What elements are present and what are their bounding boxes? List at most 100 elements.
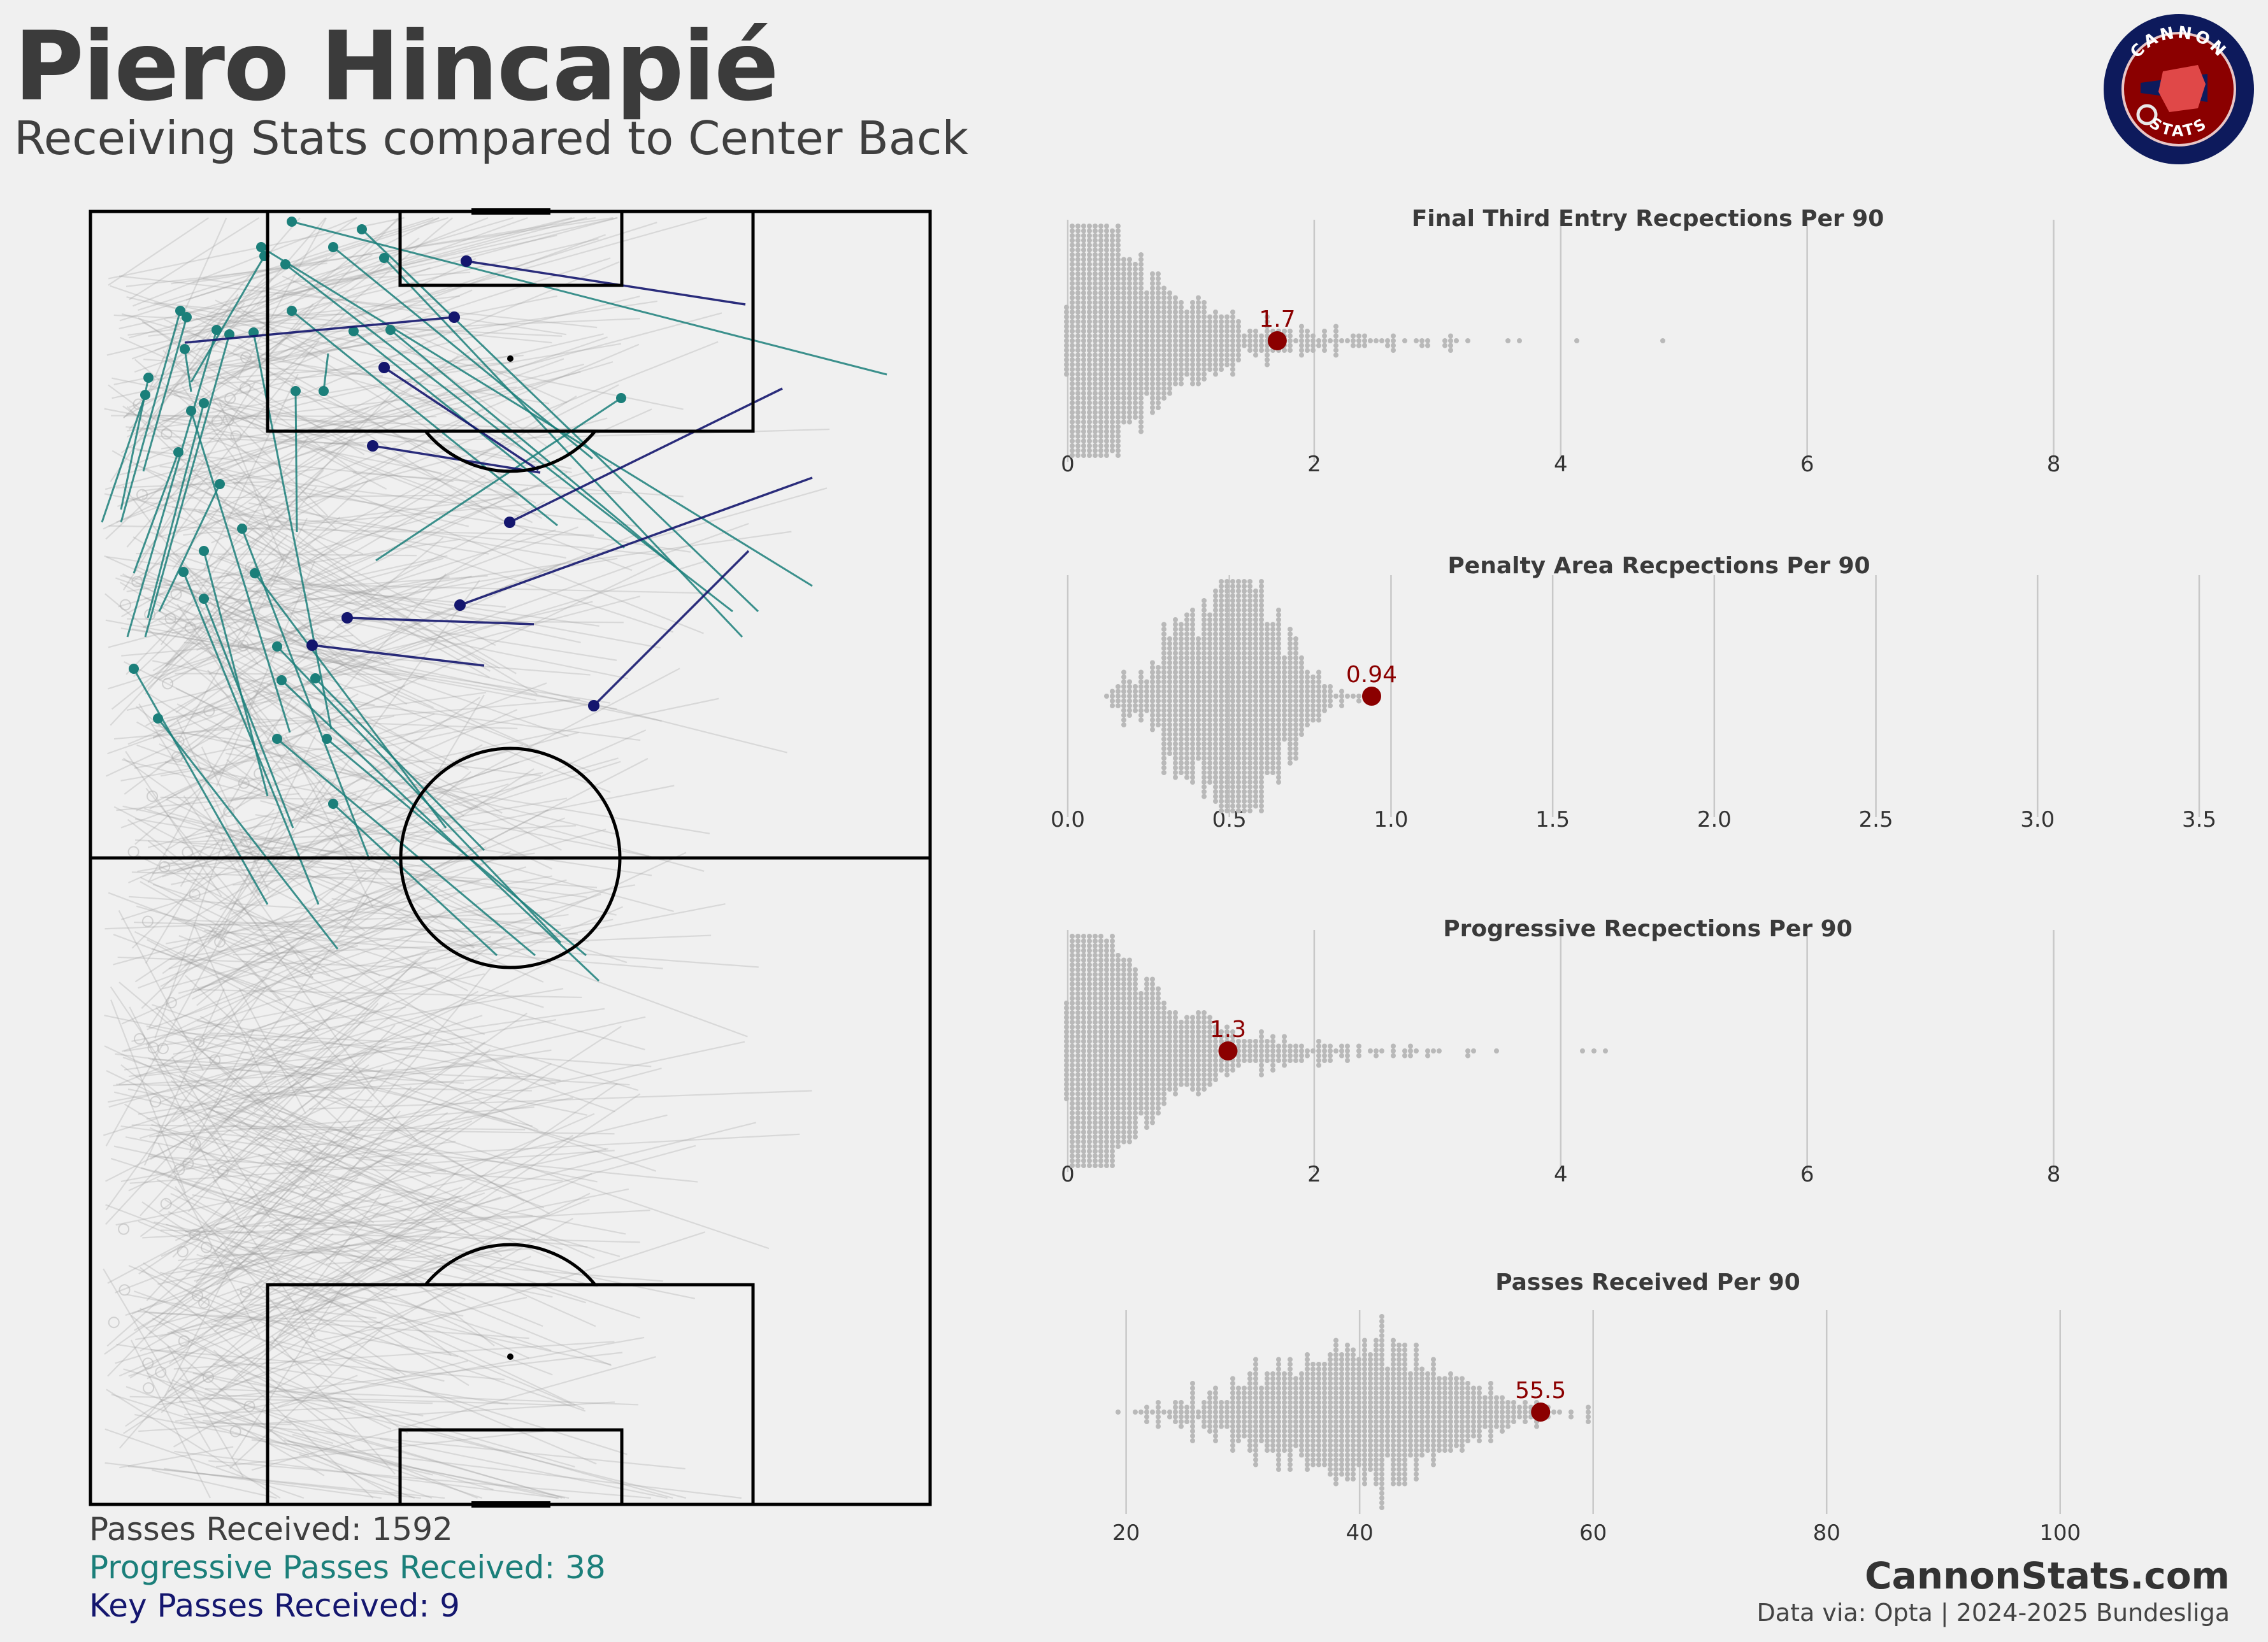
distribution-dot [1081, 991, 1086, 996]
distribution-dot [1121, 371, 1126, 377]
distribution-dot [1104, 1034, 1109, 1039]
distribution-dot [1110, 1082, 1115, 1087]
distribution-dot [1437, 1048, 1442, 1053]
distribution-dot [1127, 694, 1132, 699]
distribution-dot [1230, 694, 1235, 699]
distribution-dot [1121, 396, 1126, 401]
distribution-dot [1173, 722, 1178, 727]
legend-progressive-label: Progressive Passes Received: [89, 1549, 556, 1586]
distribution-dot [1110, 381, 1115, 387]
distribution-dot [1081, 1115, 1086, 1120]
distribution-dot [1437, 1419, 1442, 1424]
distribution-dot [1253, 622, 1258, 627]
distribution-dot [1156, 1010, 1161, 1015]
distribution-dot [1190, 1029, 1195, 1034]
distribution-dot [1127, 310, 1132, 315]
distribution-dot [1075, 943, 1080, 948]
distribution-dot [1121, 310, 1126, 315]
distribution-dot [1247, 603, 1252, 608]
progressive-pass-dot [186, 406, 196, 416]
distribution-dot [1356, 1043, 1361, 1049]
distribution-dot [1523, 1410, 1528, 1415]
distribution-dot [1437, 1404, 1442, 1410]
pass-line [230, 697, 719, 802]
distribution-dot [1213, 736, 1218, 742]
distribution-dot [1184, 357, 1189, 362]
distribution-dot [1070, 252, 1075, 257]
distribution-dot [1104, 281, 1109, 286]
distribution-dot [1104, 1015, 1109, 1020]
pass-line [154, 675, 425, 721]
distribution-dot [1391, 1390, 1396, 1396]
distribution-dot [1265, 1053, 1270, 1059]
distribution-dot [1322, 689, 1327, 694]
distribution-dot [1270, 1043, 1275, 1049]
pass-line [162, 343, 622, 422]
distribution-dot [1190, 1062, 1195, 1068]
distribution-dot [1276, 617, 1281, 622]
distribution-dot [1230, 1438, 1235, 1443]
distribution-dot [1219, 603, 1224, 608]
distribution-dot [1081, 390, 1086, 396]
distribution-dot [1116, 1024, 1121, 1030]
distribution-dot [1156, 679, 1161, 685]
distribution-dot [1150, 396, 1155, 401]
distribution-dot [1477, 1438, 1482, 1443]
distribution-dot [1236, 703, 1241, 708]
distribution-dot [1116, 1062, 1121, 1068]
distribution-dot [1116, 295, 1121, 301]
distribution-dot [1110, 976, 1115, 982]
distribution-dot [1138, 329, 1144, 334]
distribution-dot [1202, 612, 1207, 618]
distribution-dot [1070, 419, 1075, 425]
distribution-dot [1190, 319, 1195, 324]
distribution-dot [1087, 1110, 1092, 1116]
distribution-dot [1305, 708, 1310, 713]
key-pass-line [459, 476, 813, 606]
distribution-dot [1454, 1395, 1459, 1401]
distribution-dot [1293, 698, 1298, 704]
distribution-dot [1385, 1438, 1390, 1443]
distribution-dot [1230, 1390, 1235, 1396]
distribution-dot [1379, 1429, 1384, 1434]
distribution-dot [1253, 1381, 1258, 1386]
distribution-dot [1087, 396, 1092, 401]
distribution-dot [1087, 238, 1092, 243]
top-penalty-arc [424, 430, 596, 473]
distribution-dot [1173, 300, 1178, 305]
distribution-dot [1305, 689, 1310, 694]
distribution-dot [1070, 281, 1075, 286]
pass-line [274, 1339, 445, 1382]
distribution-dot [1356, 1414, 1361, 1420]
pass-line [301, 966, 492, 1197]
distribution-dot [1224, 608, 1230, 613]
distribution-dot [1087, 257, 1092, 262]
pass-line [140, 1267, 355, 1450]
distribution-dot [1505, 1400, 1511, 1405]
player-value-label: 1.3 [1210, 1017, 1246, 1043]
distribution-dot [1133, 290, 1138, 296]
distribution-dot [1230, 627, 1235, 632]
distribution-dot [1104, 1043, 1109, 1049]
distribution-dot [1075, 434, 1080, 439]
distribution-dot [1247, 641, 1252, 646]
distribution-dot [1465, 1424, 1470, 1429]
distribution-dot [1075, 1015, 1080, 1020]
pass-line [269, 1222, 466, 1301]
distribution-dot [1207, 1058, 1212, 1063]
distribution-dot [1270, 636, 1275, 641]
pass-line [168, 866, 527, 970]
pass-line [127, 1466, 445, 1499]
distribution-dot [1299, 1410, 1304, 1415]
distribution-dot [1184, 371, 1189, 377]
pass-end-marker [214, 936, 226, 948]
distribution-dot [1184, 679, 1189, 685]
distribution-dot [1253, 338, 1258, 343]
distribution-dot [1121, 319, 1126, 324]
distribution-dot [1414, 1048, 1419, 1053]
distribution-dot [1190, 1087, 1195, 1092]
distribution-dot [1247, 622, 1252, 627]
distribution-dot [1202, 650, 1207, 656]
distribution-dot [1184, 1015, 1189, 1020]
distribution-dot [1345, 1366, 1350, 1372]
